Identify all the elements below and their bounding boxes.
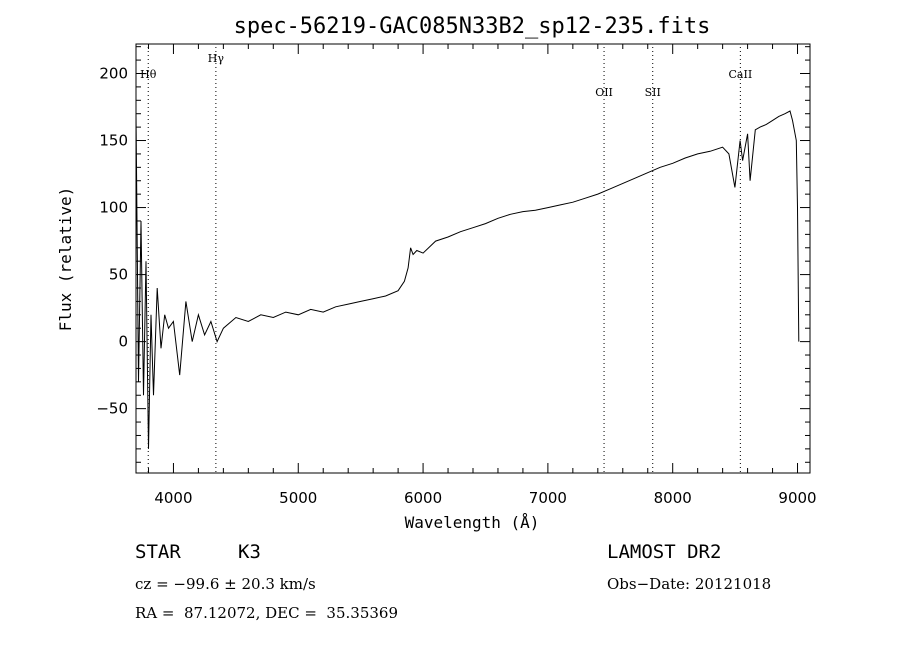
- spectrum-line: [135, 110, 800, 449]
- plot-border: [135, 43, 811, 474]
- axis-ticks: 4000 5000 6000 7000 8000 9000 −50 0 50 100 150 200: [96, 44, 817, 507]
- y-tick-label: 50: [109, 266, 128, 284]
- line-marker-label: CaII: [729, 68, 753, 81]
- line-marker-label: OII: [595, 86, 613, 99]
- object-class: STAR: [135, 541, 181, 563]
- observation-date: Obs−Date: 20121018: [607, 575, 772, 593]
- x-tick-label: 7000: [529, 489, 567, 507]
- y-tick-label: −50: [96, 400, 128, 418]
- x-axis-label: Wavelength (Å): [405, 513, 540, 532]
- redshift-velocity: cz = −99.6 ± 20.3 km/s: [135, 575, 316, 593]
- y-axis-label: Flux (relative): [56, 187, 75, 332]
- line-marker-label: SII: [645, 86, 661, 99]
- x-tick-label: 5000: [279, 489, 317, 507]
- x-tick-label: 8000: [654, 489, 692, 507]
- chart-title: spec-56219-GAC085N33B2_sp12-235.fits: [234, 14, 711, 39]
- object-subclass: K3: [238, 541, 261, 563]
- line-marker-label: Hθ: [140, 68, 157, 81]
- x-tick-label: 6000: [404, 489, 442, 507]
- survey-release: LAMOST DR2: [607, 541, 722, 563]
- ra-dec-coordinates: RA = 87.12072, DEC = 35.35369: [135, 604, 399, 622]
- y-tick-label: 200: [99, 64, 128, 82]
- y-tick-label: 100: [99, 199, 128, 217]
- x-tick-label: 4000: [154, 489, 192, 507]
- spectral-line-markers: Hθ Hγ OII SII CaII: [140, 47, 752, 473]
- plot-frame: [135, 43, 811, 474]
- spectrum-series: [135, 110, 800, 449]
- y-tick-label: 150: [99, 132, 128, 150]
- line-marker-label: Hγ: [208, 52, 225, 65]
- y-tick-label: 0: [118, 333, 128, 351]
- x-tick-label: 9000: [778, 489, 816, 507]
